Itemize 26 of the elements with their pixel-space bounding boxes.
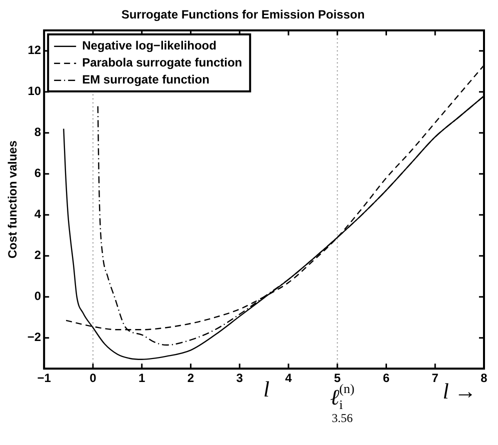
y-tick-label: 4	[34, 207, 42, 222]
text: l →	[442, 378, 476, 404]
x-tick-label: 4	[285, 371, 292, 386]
y-tick-label: 6	[34, 166, 42, 180]
y-axis-title: Cost function values	[6, 140, 20, 259]
x-tick-label: 7	[432, 371, 439, 386]
chart-title: Surrogate Functions for Emission Poisson	[121, 8, 365, 22]
y-tick-label: 0	[34, 289, 42, 304]
x-tick-label: 6	[382, 371, 390, 386]
y-tick-label: −2	[27, 330, 42, 344]
x-tick-label: −1	[37, 371, 52, 386]
y-tick-label: 10	[28, 84, 42, 98]
x-tick-label: 5	[334, 371, 342, 386]
x-tick-label: 1	[138, 371, 146, 386]
x-tick-label: 0	[90, 371, 97, 386]
text: l	[263, 376, 270, 402]
y-tick-label: 2	[34, 248, 42, 262]
x-tick-label: 8	[480, 371, 488, 386]
text: 3.56	[332, 410, 353, 425]
x-tick-label: 2	[187, 371, 194, 386]
y-tick-label: 12	[28, 43, 42, 58]
legend-label: Negative log−likelihood	[82, 38, 216, 53]
legend-label: Parabola surrogate function	[82, 56, 242, 70]
y-tick-label: 8	[34, 125, 42, 140]
x-tick-label: 3	[236, 371, 244, 386]
legend-label: EM surrogate function	[82, 72, 210, 87]
